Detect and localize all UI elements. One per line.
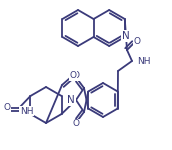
Text: O: O [69, 72, 77, 81]
Text: O: O [73, 120, 79, 129]
Text: N: N [67, 95, 75, 105]
Text: N: N [122, 31, 130, 41]
Text: NH: NH [137, 57, 150, 66]
Text: O: O [133, 38, 141, 46]
Text: O: O [3, 103, 10, 112]
Text: O: O [73, 72, 79, 81]
Text: NH: NH [20, 106, 33, 116]
